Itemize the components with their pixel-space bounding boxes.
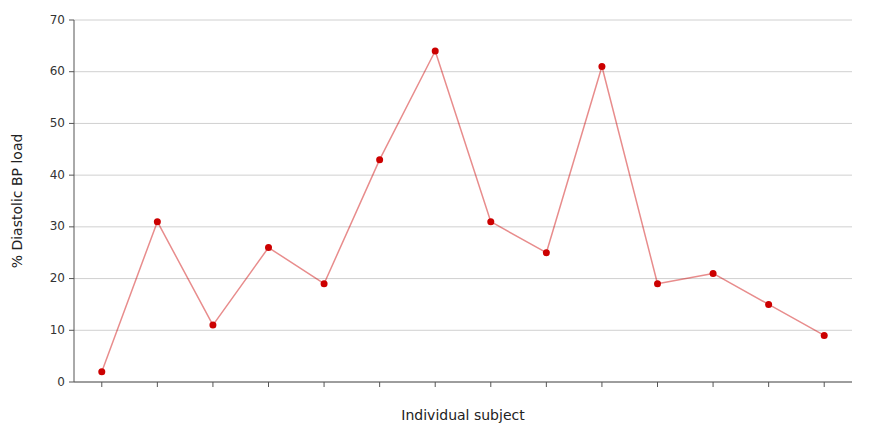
x-axis-label: Individual subject [401,407,525,423]
y-tick-label: 40 [50,168,65,182]
data-point [432,48,439,55]
x-tick [101,382,102,387]
chart-svg: 0 10 20 30 40 50 60 70 Individual subject % Diast… [0,0,876,434]
y-tick-label: 10 [50,323,65,337]
x-tick [824,382,825,387]
data-point [598,63,605,70]
grid-line [74,226,852,227]
data-point [376,156,383,163]
chart-container: 0 10 20 30 40 50 60 70 Individual subject % Diast… [0,0,876,434]
plot-area [98,48,827,376]
data-point [265,244,272,251]
y-axis-label: % Diastolic BP load [9,134,25,269]
x-tick [601,382,602,387]
x-tick [435,382,436,387]
x-tick [157,382,158,387]
y-tick [69,226,74,227]
data-point [487,218,494,225]
data-point [654,280,661,287]
grid-line [74,382,852,383]
x-tick [768,382,769,387]
y-tick-label: 30 [50,219,65,233]
data-point [154,218,161,225]
y-tick-label: 0 [57,375,65,389]
data-point [765,301,772,308]
grid-line [74,71,852,72]
y-tick [69,71,74,72]
x-tick [324,382,325,387]
data-point [821,332,828,339]
data-point [543,249,550,256]
data-point [710,270,717,277]
x-tick [713,382,714,387]
x-tick [379,382,380,387]
x-tick [212,382,213,387]
y-tick [69,20,74,21]
y-tick [69,123,74,124]
grid-line [74,330,852,331]
y-tick [69,175,74,176]
x-tick [546,382,547,387]
y-axis-line [74,20,75,382]
x-tick [657,382,658,387]
grid-line [74,20,852,21]
data-line [102,51,824,372]
grid-line [74,175,852,176]
y-tick-label: 60 [50,64,65,78]
y-tick-label: 50 [50,116,65,130]
data-point [321,280,328,287]
x-tick [268,382,269,387]
grid-line [74,278,852,279]
y-tick-label: 70 [50,13,65,27]
data-point [209,322,216,329]
x-axis-line [74,382,852,383]
y-tick [69,278,74,279]
x-axis [102,382,824,387]
y-tick [69,382,74,383]
x-tick [490,382,491,387]
y-axis: 0 10 20 30 40 50 60 70 [50,13,852,389]
y-tick [69,330,74,331]
y-tick-label: 20 [50,271,65,285]
grid-line [74,123,852,124]
data-point [98,368,105,375]
